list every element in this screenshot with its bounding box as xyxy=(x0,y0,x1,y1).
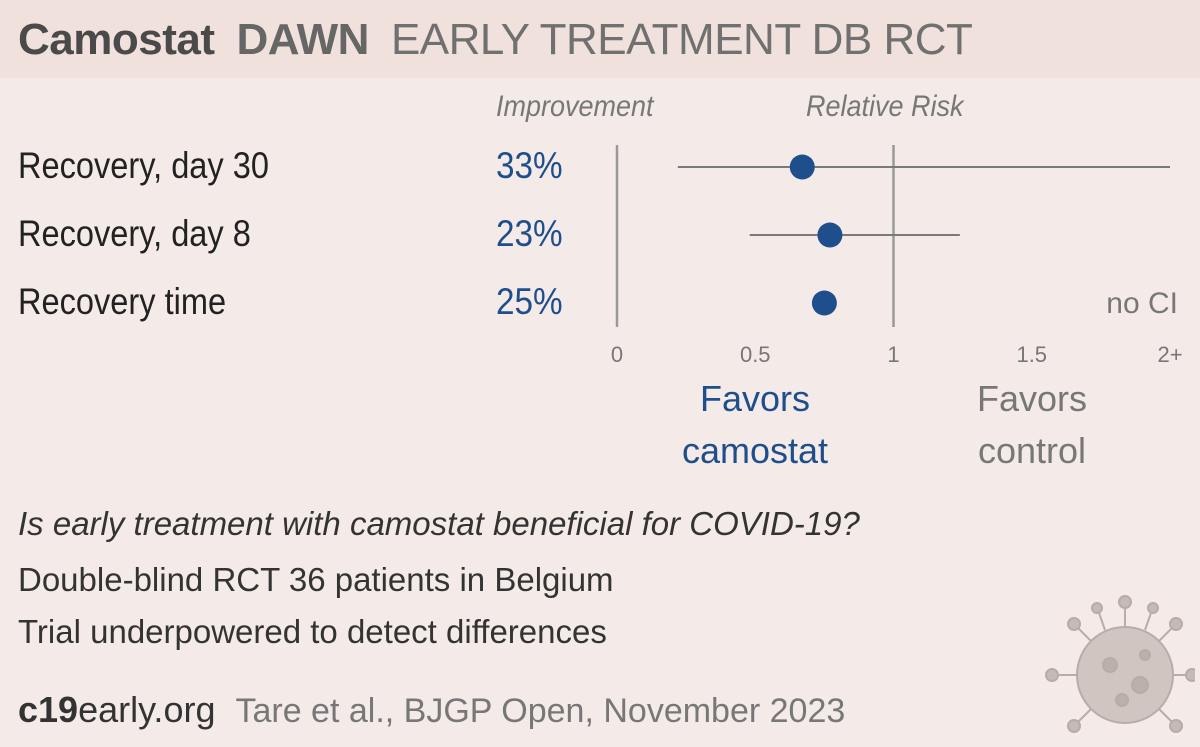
title-rest: EARLY TREATMENT DB RCT xyxy=(390,15,973,64)
citation: Tare et al., BJGP Open, November 2023 xyxy=(235,692,846,730)
improvement-value-3: 25% xyxy=(496,281,563,322)
page-title: Camostat DAWN EARLY TREATMENT DB RCT xyxy=(18,10,973,70)
forest-plot: 0 0.5 1 1.5 2+ no CI xyxy=(611,145,1183,367)
favors-right-line2: control xyxy=(977,430,1087,471)
favors-control-label: Favors control xyxy=(932,373,1132,477)
brand-rest: early.org xyxy=(78,689,216,730)
favors-camostat-label: Favors camostat xyxy=(655,373,855,477)
point-estimate-1 xyxy=(789,154,815,180)
improvement-value-2: 23% xyxy=(496,213,563,254)
column-header-improvement: Improvement xyxy=(496,90,654,123)
improvement-value-1: 33% xyxy=(496,145,563,186)
x-tick-label-1: 0.5 xyxy=(740,342,771,367)
column-header-relative-risk: Relative Risk xyxy=(806,90,964,123)
virus-icon xyxy=(1045,595,1195,733)
x-tick-label-4: 2+ xyxy=(1157,342,1182,367)
outcome-label-1: Recovery, day 30 xyxy=(18,145,269,186)
point-estimate-3 xyxy=(811,290,837,316)
title-trial: DAWN xyxy=(236,15,370,64)
header-bar: Camostat DAWN EARLY TREATMENT DB RCT xyxy=(0,0,1200,78)
favors-right-line1: Favors xyxy=(976,378,1088,419)
outcome-label-3: Recovery time xyxy=(18,281,227,322)
x-tick-label-2: 1 xyxy=(887,342,899,367)
study-design: Double-blind RCT 36 patients in Belgium xyxy=(18,561,614,598)
title-drug: Camostat xyxy=(18,15,215,64)
outcome-label-2: Recovery, day 8 xyxy=(18,213,251,254)
x-tick-label-3: 1.5 xyxy=(1016,342,1047,367)
study-question: Is early treatment with camostat benefic… xyxy=(18,505,860,542)
brand-bold: c19 xyxy=(18,689,79,730)
x-tick-label-0: 0 xyxy=(611,342,623,367)
favors-left-line1: Favors xyxy=(699,378,811,419)
favors-left-line2: camostat xyxy=(681,430,829,471)
no-ci-note: no CI xyxy=(1106,287,1178,320)
point-estimate-2 xyxy=(817,222,843,248)
study-power-note: Trial underpowered to detect differences xyxy=(18,613,607,650)
brand-link[interactable]: c19early.org xyxy=(18,689,215,730)
footer: c19early.org Tare et al., BJGP Open, Nove… xyxy=(18,686,845,742)
